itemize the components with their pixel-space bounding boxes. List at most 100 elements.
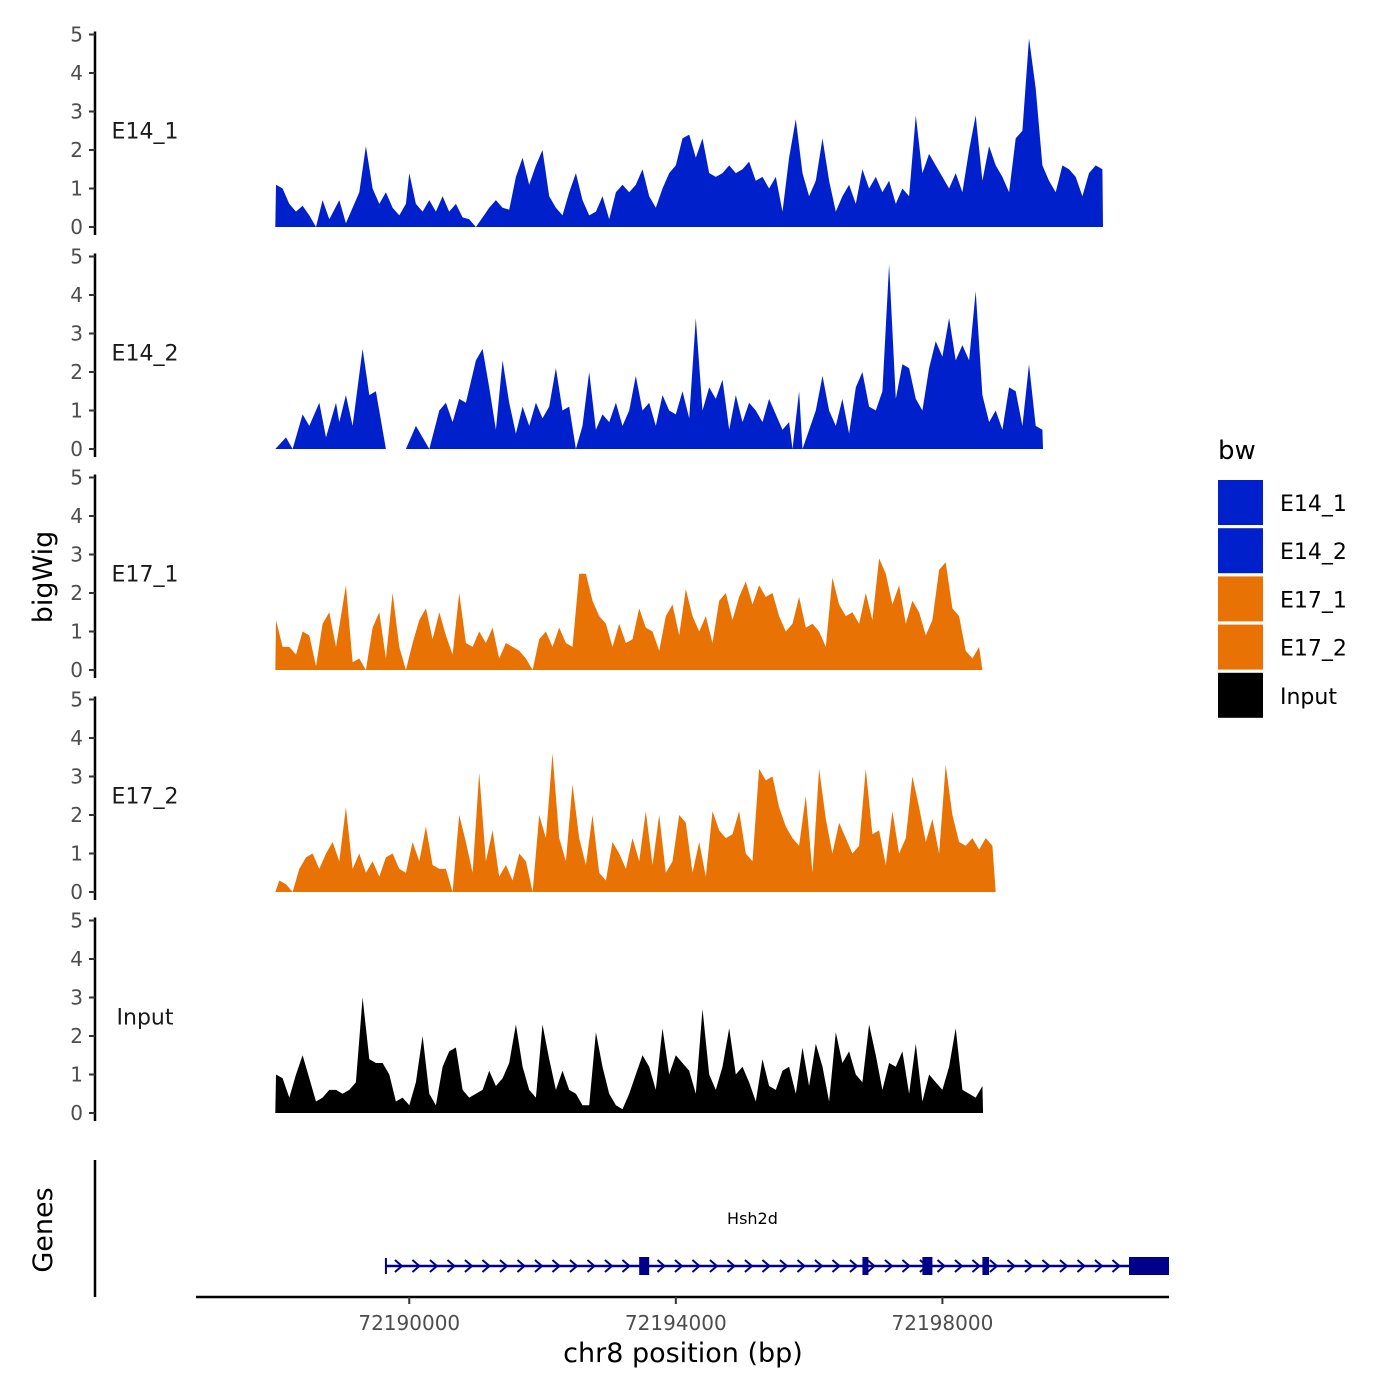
- y-tick-label: 3: [70, 986, 83, 1010]
- strand-arrow: [1094, 1259, 1104, 1273]
- legend-item-E17_1: E17_1: [1218, 576, 1347, 622]
- strand-arrow: [761, 1259, 771, 1273]
- strand-arrow: [796, 1259, 806, 1273]
- exon-block: [982, 1257, 990, 1275]
- strand-arrow: [1041, 1259, 1051, 1273]
- y-tick-label: 5: [70, 466, 83, 490]
- legend-item-E14_2: E14_2: [1218, 528, 1347, 574]
- strand-arrow: [464, 1259, 474, 1273]
- strand-arrow: [569, 1259, 579, 1273]
- y-tick-label: 1: [70, 399, 83, 423]
- strand-arrow: [1076, 1259, 1086, 1273]
- legend-label: E14_1: [1280, 492, 1347, 517]
- strand-arrow: [989, 1259, 999, 1273]
- x-axis-title: chr8 position (bp): [563, 1338, 803, 1369]
- strand-arrow: [674, 1259, 684, 1273]
- legend-label: E14_2: [1280, 540, 1347, 565]
- exon-block: [639, 1257, 650, 1275]
- signal-area-E17_2: [275, 753, 996, 892]
- strand-arrow: [411, 1259, 421, 1273]
- y-tick-label: 3: [70, 543, 83, 567]
- strand-arrow: [481, 1259, 491, 1273]
- track-label-Input: Input: [117, 1005, 174, 1030]
- y-tick-label: 4: [70, 504, 83, 528]
- exon-block: [862, 1257, 869, 1275]
- exon-block: [1129, 1257, 1169, 1275]
- legend-label: E17_1: [1280, 588, 1347, 613]
- y-tick-label: 4: [70, 283, 83, 307]
- x-axis: 72190000 72194000 72198000: [196, 1295, 1169, 1335]
- gene-Hsh2d: Hsh2d: [384, 1209, 1169, 1275]
- strand-arrow: [656, 1259, 666, 1273]
- strand-arrow: [884, 1259, 894, 1273]
- strand-arrow: [516, 1259, 526, 1273]
- strand-arrow: [394, 1259, 404, 1273]
- legend-swatch: [1218, 576, 1263, 622]
- y-tick-label: 4: [70, 726, 83, 750]
- y-tick-label: 1: [70, 1063, 83, 1087]
- legend-swatch: [1218, 672, 1263, 718]
- strand-arrow: [901, 1259, 911, 1273]
- strand-arrow: [691, 1259, 701, 1273]
- x-tick-label: 72190000: [358, 1311, 460, 1335]
- legend-swatch: [1218, 624, 1263, 670]
- track-label-E17_2: E17_2: [112, 784, 179, 809]
- strand-arrow: [936, 1259, 946, 1273]
- track-E17_2: 0 1 2 3 4 5 E17_2: [70, 688, 996, 904]
- y-axis-title-bigwig: bigWig: [28, 531, 59, 624]
- strand-arrow: [831, 1259, 841, 1273]
- exon-block: [922, 1257, 933, 1275]
- signal-area-Input: [275, 997, 984, 1113]
- x-tick-label: 72198000: [892, 1311, 994, 1335]
- y-tick-label: 1: [70, 620, 83, 644]
- y-tick-label: 1: [70, 177, 83, 201]
- strand-arrow: [709, 1259, 719, 1273]
- legend-item-E17_2: E17_2: [1218, 624, 1347, 670]
- legend-label: E17_2: [1280, 637, 1347, 662]
- y-tick-label: 2: [70, 803, 83, 827]
- strand-arrow: [954, 1259, 964, 1273]
- y-tick-label: 2: [70, 138, 83, 162]
- y-axis-title-genes: Genes: [28, 1187, 59, 1272]
- y-tick-label: 0: [70, 658, 83, 682]
- y-tick-label: 2: [70, 1024, 83, 1048]
- strand-arrow: [534, 1259, 544, 1273]
- y-tick-label: 2: [70, 360, 83, 384]
- track-E17_1: 0 1 2 3 4 5 E17_1: [70, 466, 983, 682]
- strand-arrow: [726, 1259, 736, 1273]
- y-tick-label: 0: [70, 437, 83, 461]
- track-label-E14_2: E14_2: [112, 341, 179, 366]
- legend-item-Input: Input: [1218, 672, 1337, 718]
- strand-arrow: [621, 1259, 631, 1273]
- strand-arrow: [779, 1259, 789, 1273]
- strand-arrow: [1024, 1259, 1034, 1273]
- legend-title: bw: [1218, 436, 1256, 466]
- strand-arrow: [866, 1259, 876, 1273]
- strand-arrow: [604, 1259, 614, 1273]
- y-tick-label: 1: [70, 842, 83, 866]
- y-tick-label: 5: [70, 909, 83, 933]
- legend-swatch: [1218, 480, 1263, 525]
- track-label-E14_1: E14_1: [112, 119, 179, 144]
- track-E14_1: 0 1 2 3 4 5 E14_1: [70, 23, 1103, 239]
- y-tick-label: 4: [70, 947, 83, 971]
- strand-arrow: [971, 1259, 981, 1273]
- gene-panel: Hsh2d: [93, 1160, 1169, 1297]
- strand-arrow: [1006, 1259, 1016, 1273]
- strand-arrow: [446, 1259, 456, 1273]
- y-tick-label: 3: [70, 100, 83, 124]
- track-E14_2: 0 1 2 3 4 5 E14_2: [70, 245, 1043, 461]
- y-tick-label: 0: [70, 880, 83, 904]
- legend-item-E14_1: E14_1: [1218, 480, 1347, 525]
- legend: bw E14_1 E14_2 E17_1 E17_2 Input: [1218, 436, 1347, 718]
- strand-arrow: [429, 1259, 439, 1273]
- strand-arrow: [1111, 1259, 1121, 1273]
- signal-area-E17_1: [275, 558, 983, 670]
- y-tick-label: 3: [70, 322, 83, 346]
- x-tick-label: 72194000: [625, 1311, 727, 1335]
- y-tick-label: 5: [70, 245, 83, 269]
- strand-arrow: [1059, 1259, 1069, 1273]
- y-tick-label: 0: [70, 215, 83, 239]
- legend-label: Input: [1280, 685, 1337, 710]
